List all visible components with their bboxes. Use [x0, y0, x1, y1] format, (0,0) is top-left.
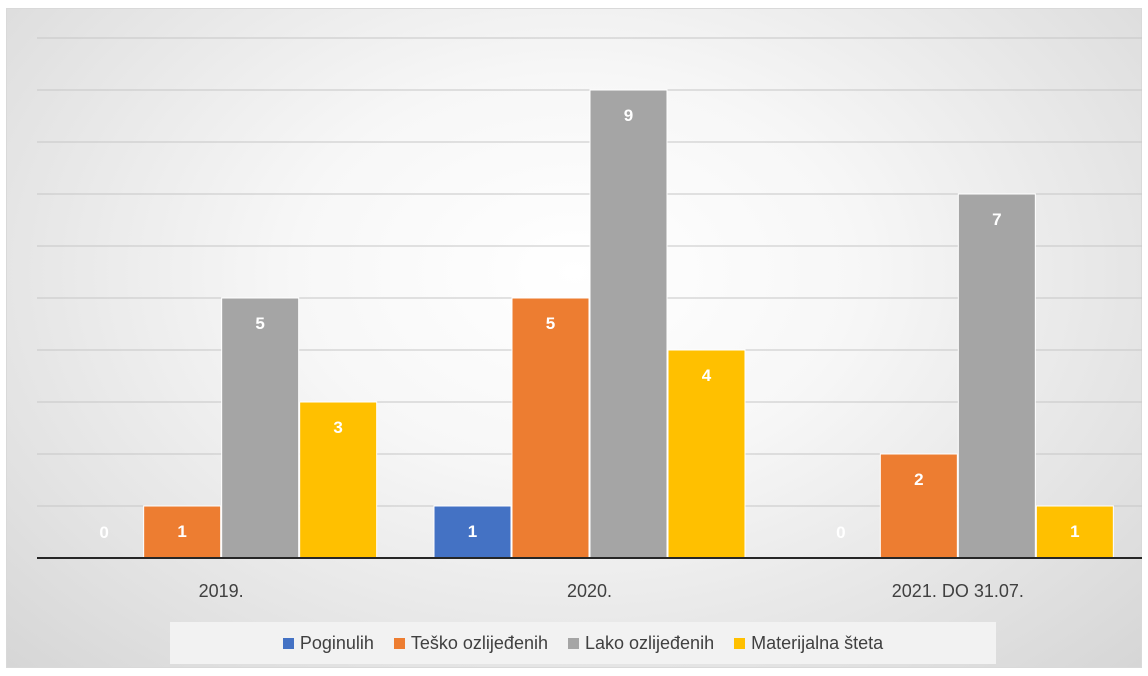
data-label-materijalna: 3	[333, 418, 342, 437]
legend-label-tesko: Teško ozlijeđenih	[410, 632, 548, 653]
legend-item-tesko: Teško ozlijeđenih	[393, 632, 548, 654]
data-label-materijalna: 4	[702, 366, 712, 385]
legend-swatch-materijalna	[734, 637, 746, 649]
legend-item-poginulih: Poginulih	[282, 632, 374, 654]
data-label-teško: 2	[914, 470, 923, 489]
bar-lako	[589, 89, 668, 559]
legend-swatch-tesko	[393, 637, 405, 649]
data-label-poginulih: 0	[99, 523, 108, 542]
legend-swatch-poginulih	[282, 637, 294, 649]
bar-teško	[143, 505, 222, 559]
data-label-teško: 1	[177, 522, 186, 541]
data-label-lako: 5	[255, 314, 264, 333]
category-label: 2019.	[199, 581, 244, 601]
bar-lako	[221, 297, 300, 559]
bar-lako	[957, 193, 1036, 559]
bar-teško	[879, 453, 958, 559]
legend-label-lako: Lako ozlijeđenih	[584, 632, 715, 653]
legend-item-materijalna: Materijalna šteta	[734, 633, 883, 654]
data-label-lako: 7	[992, 210, 1001, 229]
bar-poginulih	[433, 505, 512, 559]
data-label-materijalna: 1	[1070, 522, 1079, 541]
category-label: 2020.	[567, 581, 612, 601]
legend-item-lako: Lako ozlijeđenih	[567, 632, 715, 654]
data-label-teško: 5	[546, 314, 555, 333]
legend-label-poginulih: Poginulih	[299, 632, 374, 653]
category-label: 2021. DO 31.07.	[892, 581, 1024, 601]
data-label-lako: 9	[624, 106, 633, 125]
legend-swatch-lako	[567, 637, 579, 649]
data-label-poginulih: 1	[468, 522, 477, 541]
data-label-poginulih: 0	[836, 523, 845, 542]
bar-materijalna	[1035, 505, 1114, 559]
legend: Poginulih Teško ozlijeđenih Lako ozlijeđ…	[170, 622, 996, 664]
bar-materijalna	[667, 349, 746, 559]
bar-teško	[511, 297, 590, 559]
legend-label-materijalna: Materijalna šteta	[751, 632, 884, 653]
